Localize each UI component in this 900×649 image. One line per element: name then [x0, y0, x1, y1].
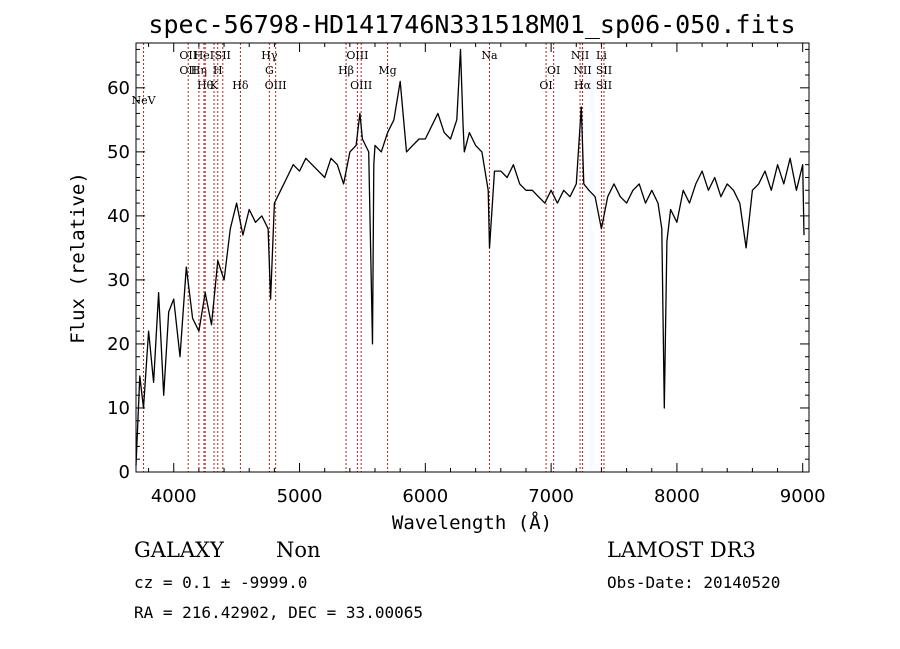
coordinates-radec: RA = 216.42902, DEC = 33.00065 [134, 603, 423, 622]
line-label-18: OI [539, 79, 552, 92]
y-tick-label-2: 20 [107, 334, 130, 355]
line-label-5: HeI [194, 49, 214, 62]
x-tick-label-5: 9000 [780, 486, 826, 507]
line-label-20: NII [571, 49, 589, 62]
redshift-cz: cz = 0.1 ± -9999.0 [134, 573, 307, 592]
line-label-12: OIII [265, 79, 287, 92]
line-label-23: Li [596, 49, 607, 62]
chart-title: spec-56798-HD141746N331518M01_sp06-050.f… [148, 10, 795, 39]
object-class: GALAXY [134, 538, 224, 562]
observation-date: Obs-Date: 20140520 [607, 573, 780, 592]
line-label-9: Hδ [232, 79, 249, 92]
y-axis-label: Flux (relative) [67, 172, 89, 344]
line-label-25: SII [596, 79, 612, 92]
line-label-24: SII [596, 64, 612, 77]
line-label-8: SII [215, 49, 231, 62]
line-label-0: NeV [132, 94, 157, 107]
line-label-14: OIII [346, 49, 368, 62]
line-label-17: Na [481, 49, 498, 62]
line-label-13: Hβ [338, 64, 354, 77]
x-tick-label-0: 4000 [151, 486, 197, 507]
plot-frame [136, 43, 809, 472]
x-tick-label-1: 5000 [277, 486, 323, 507]
line-label-21: NII [573, 64, 591, 77]
survey-name: LAMOST DR3 [607, 538, 756, 562]
x-axis-label: Wavelength (Å) [392, 511, 552, 534]
line-label-11: G [265, 64, 274, 77]
line-label-16: Mg [378, 64, 396, 77]
object-subclass: Non [276, 538, 321, 562]
axis-ticks: 4000 5000 6000 7000 8000 9000 0 10 20 30 40 50 60 [107, 43, 826, 507]
y-tick-label-5: 50 [107, 142, 130, 163]
flux-series [136, 49, 804, 465]
x-tick-label-4: 8000 [654, 486, 700, 507]
x-tick-label-3: 7000 [528, 486, 574, 507]
x-tick-label-2: 6000 [402, 486, 448, 507]
line-label-7: H [213, 64, 223, 77]
y-tick-label-1: 10 [107, 398, 130, 419]
y-tick-label-0: 0 [119, 462, 130, 483]
line-label-3: Hη [191, 64, 207, 77]
line-label-19: OI [547, 64, 560, 77]
line-label-15: OIII [350, 79, 372, 92]
spectral-line-markers: NeVOIIOIIHηHθHeIKHSIIHδHγGOIIIHβOIIIOIII… [132, 43, 613, 472]
flux-line-0 [136, 49, 804, 465]
y-tick-label-6: 60 [107, 78, 130, 99]
line-label-22: Hα [574, 79, 592, 92]
y-tick-label-3: 30 [107, 270, 130, 291]
y-tick-label-4: 40 [107, 206, 130, 227]
